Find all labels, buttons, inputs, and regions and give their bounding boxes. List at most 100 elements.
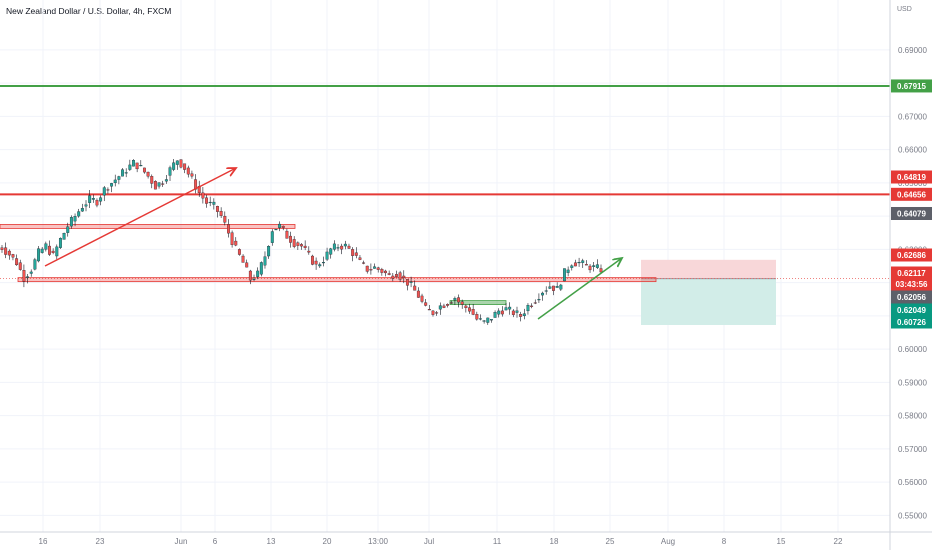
candle-body: [55, 246, 59, 257]
candle-body: [508, 306, 512, 310]
candle-body: [274, 229, 278, 231]
candle-body: [340, 245, 344, 250]
candle-body: [409, 281, 413, 283]
candle-body: [150, 176, 154, 184]
candle-body: [95, 200, 99, 206]
candle-body: [18, 262, 22, 270]
candle-body: [405, 279, 409, 286]
candle-body: [489, 319, 493, 321]
x-tick-label: 13: [267, 537, 276, 546]
candle-body: [117, 176, 121, 180]
price-badge-label: 0.64079: [897, 209, 926, 218]
candle-body: [139, 165, 143, 167]
candle-body: [58, 237, 62, 248]
candle-body: [37, 248, 40, 262]
candle-body: [351, 249, 355, 256]
candle-body: [573, 262, 577, 267]
red-trend-arrow: [44, 168, 236, 267]
candle-body: [33, 259, 37, 270]
y-tick-label: 0.59000: [898, 378, 927, 387]
candle-body: [471, 309, 475, 315]
x-tick-label: 23: [96, 537, 105, 546]
price-badge-label: 0.62686: [897, 251, 926, 260]
x-tick-label: 25: [606, 537, 615, 546]
candle-body: [544, 290, 548, 292]
candle-body: [519, 314, 523, 317]
price-badge-label: 0.64656: [897, 190, 926, 199]
candle-body: [164, 179, 168, 182]
candle-body: [424, 302, 428, 306]
candle-body: [307, 250, 311, 253]
candle-body: [157, 182, 161, 187]
candle-body: [22, 270, 26, 282]
sr-zone-1: [17, 277, 657, 283]
candle-body: [343, 243, 347, 247]
candle-body: [259, 262, 263, 275]
candle-body: [110, 183, 114, 187]
candle-body: [146, 171, 150, 177]
candle-body: [395, 274, 398, 277]
candle-body: [135, 162, 139, 170]
price-badge-6: [891, 277, 932, 291]
candle-body: [530, 305, 534, 307]
candle-body: [420, 295, 424, 302]
candle-body: [216, 205, 219, 212]
price-badge-5: [891, 266, 932, 280]
candle-body: [500, 310, 504, 315]
candle-body: [69, 217, 73, 227]
candle-body: [522, 313, 526, 317]
chart-candles: [0, 158, 603, 325]
candle-body: [460, 301, 464, 305]
candle-body: [212, 201, 216, 205]
candle-body: [369, 269, 373, 271]
candle-body: [48, 245, 51, 255]
candle-body: [373, 266, 376, 269]
x-tick-label: 18: [550, 537, 559, 546]
position-target-zone: [641, 278, 776, 325]
candle-body: [278, 223, 282, 228]
candle-body: [256, 270, 260, 277]
candle-body: [497, 310, 501, 315]
chart-levels: [0, 84, 890, 280]
candle-body: [566, 269, 570, 273]
candle-body: [113, 179, 117, 184]
candle-body: [486, 317, 490, 323]
candle-body: [468, 307, 471, 312]
candle-body: [581, 260, 585, 263]
price-badge-1: [891, 170, 932, 184]
candle-body: [234, 240, 238, 246]
candle-body: [263, 256, 267, 266]
y-tick-label: 0.58000: [898, 412, 927, 421]
candle-body: [515, 310, 519, 313]
candle-body: [398, 272, 402, 280]
candle-body: [44, 243, 48, 250]
candle-body: [482, 320, 486, 322]
candle-body: [11, 254, 15, 258]
candle-body: [230, 232, 234, 245]
candle-body: [124, 172, 128, 174]
price-badge-8: [891, 303, 932, 317]
candle-body: [387, 273, 391, 275]
candle-body: [153, 181, 157, 190]
x-tick-label: 22: [834, 537, 843, 546]
price-badge-label: 0.67915: [897, 82, 926, 91]
candle-body: [548, 286, 552, 289]
candle-body: [526, 304, 530, 312]
candle-body: [77, 211, 81, 217]
candle-body: [365, 265, 369, 272]
y-tick-label: 0.69000: [898, 46, 927, 55]
candle-body: [121, 169, 124, 177]
candle-body: [80, 208, 84, 212]
x-tick-label: 13:00: [368, 537, 389, 546]
candle-body: [592, 265, 596, 267]
candle-body: [347, 245, 351, 249]
candle-body: [599, 268, 603, 273]
candle-body: [427, 309, 431, 311]
candle-body: [300, 244, 303, 247]
price-badges: 0.67915 0.64819 0.64656 0.64079 0.62686 0.621…: [891, 79, 932, 329]
price-badge-0: [891, 79, 932, 93]
price-badge-label: 0.64819: [897, 173, 926, 182]
price-badge-label: 0.60726: [897, 318, 926, 327]
x-tick-label: 8: [722, 537, 727, 546]
